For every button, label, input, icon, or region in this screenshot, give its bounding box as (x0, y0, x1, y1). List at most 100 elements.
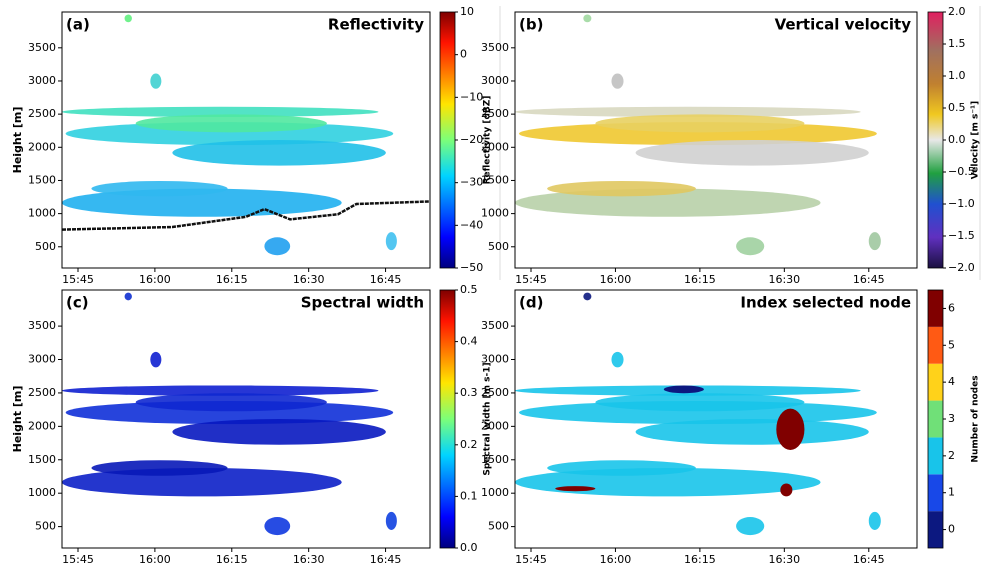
colorbar-tick-label: 1 (948, 486, 955, 499)
cloud-base (61, 200, 431, 231)
cloud-layer (91, 180, 228, 197)
colorbar-tick-label: 0.5 (948, 101, 966, 114)
x-tick-label: 16:15 (684, 553, 716, 566)
x-tick-label: 16:45 (370, 553, 402, 566)
cloud-layer (547, 180, 696, 197)
y-tick-label: 1500 (481, 453, 509, 466)
y-tick-label: 500 (488, 240, 509, 253)
y-tick-label: 2000 (28, 140, 56, 153)
colorbar-label: Velocity [m s⁻¹] (971, 101, 981, 179)
x-tick-label: 15:45 (515, 273, 547, 286)
colorbar-tick-label: −0.5 (948, 165, 975, 178)
panel-title: Reflectivity (328, 16, 424, 34)
colorbar-tick-label: 5 (948, 338, 955, 351)
cloud-layer (91, 460, 228, 476)
x-tick-label: 16:45 (853, 553, 885, 566)
cloud-patch (780, 483, 793, 497)
colorbar-tick-label: 1.0 (948, 69, 966, 82)
x-tick-label: 16:30 (293, 273, 325, 286)
y-tick-label: 2000 (481, 419, 509, 432)
colorbar-tick-label: −40 (460, 218, 483, 231)
colorbar-swatch (928, 363, 943, 401)
x-tick-label: 16:00 (600, 273, 632, 286)
cloud-layer (595, 114, 805, 133)
cloud-layer (611, 73, 624, 89)
panel: 500 1000 1500 2000 2500 3000 3500 15:45 16:00 16:… (11, 283, 493, 566)
panel-label: (d) (519, 294, 543, 312)
y-tick-label: 1000 (481, 207, 509, 220)
panel: 500 1000 1500 2000 2500 3000 3500 15:45 16:00 16:… (481, 289, 981, 566)
cloud-layer (62, 468, 342, 497)
x-tick-label: 15:45 (62, 553, 94, 566)
y-tick-label: 1000 (28, 486, 56, 499)
y-tick-label: 3000 (481, 353, 509, 366)
cloud-layer (62, 385, 379, 396)
panel-title: Spectral width (301, 294, 424, 312)
cloud-layer (150, 351, 162, 368)
colorbar (440, 290, 455, 548)
x-tick-label: 16:00 (139, 553, 171, 566)
cloud-layer (868, 232, 881, 251)
cloud-layer (515, 106, 861, 117)
colorbar-tick-label: 0 (948, 523, 955, 536)
colorbar-tick-label: 0.0 (460, 541, 478, 554)
x-tick-label: 15:45 (62, 273, 94, 286)
colorbar-tick-label: 4 (948, 375, 955, 388)
panel-title: Vertical velocity (775, 16, 912, 34)
colorbar-label: Number of nodes (971, 375, 981, 462)
cloud-patch (776, 408, 805, 450)
plot-frame (514, 11, 918, 269)
plot-frame (61, 289, 431, 549)
y-tick-label: 2500 (28, 107, 56, 120)
colorbar-swatch (928, 290, 943, 327)
cloud-layer (385, 232, 397, 251)
y-tick-label: 3000 (28, 74, 56, 87)
y-tick-label: 2500 (481, 107, 509, 120)
x-tick-label: 16:30 (768, 553, 800, 566)
x-tick-label: 16:15 (684, 273, 716, 286)
colorbar-tick-label: 0.3 (460, 386, 478, 399)
cloud-layer (547, 460, 696, 476)
x-tick-label: 16:15 (216, 273, 248, 286)
y-tick-label: 1500 (481, 173, 509, 186)
colorbar-swatch (928, 437, 943, 475)
panel-label: (c) (66, 294, 89, 312)
y-tick-label: 1500 (28, 453, 56, 466)
colorbar-swatch (928, 474, 943, 512)
y-tick-label: 3500 (481, 41, 509, 54)
colorbar-tick-label: 0.5 (460, 283, 478, 296)
panel: 500 1000 1500 2000 2500 3000 3500 15:45 16:00 16:… (11, 5, 493, 286)
cloud-layer (635, 419, 869, 445)
y-tick-label: 1000 (481, 486, 509, 499)
y-tick-label: 3500 (481, 319, 509, 332)
y-tick-label: 2500 (481, 386, 509, 399)
x-tick-label: 15:45 (515, 553, 547, 566)
cloud-layer (62, 188, 342, 217)
cloud-layer (635, 140, 869, 166)
y-tick-label: 500 (35, 520, 56, 533)
colorbar-tick-label: 2.0 (948, 5, 966, 18)
colorbar (440, 12, 455, 268)
cloud-layer (868, 511, 881, 530)
cloud-layer (515, 188, 821, 217)
colorbar-tick-label: −1.5 (948, 229, 975, 242)
cloud-layer (172, 419, 386, 445)
colorbar-tick-label: 6 (948, 301, 955, 314)
colorbar-tick-label: 2 (948, 449, 955, 462)
colorbar-swatch (928, 400, 943, 438)
cloud-layer (736, 517, 765, 536)
colorbar-tick-label: −50 (460, 261, 483, 274)
y-tick-label: 3000 (28, 353, 56, 366)
y-axis-label: Height [m] (11, 386, 24, 453)
x-tick-label: 16:45 (853, 273, 885, 286)
y-tick-label: 1000 (28, 207, 56, 220)
x-tick-label: 16:00 (600, 553, 632, 566)
colorbar-tick-label: −10 (460, 90, 483, 103)
colorbar-tick-label: 0.4 (460, 335, 478, 348)
cloud-layer (264, 517, 291, 536)
x-tick-label: 16:45 (370, 273, 402, 286)
y-tick-label: 1500 (28, 173, 56, 186)
colorbar-swatch (928, 326, 943, 364)
cloud-layer (124, 14, 132, 23)
cloud-layer (62, 106, 379, 117)
